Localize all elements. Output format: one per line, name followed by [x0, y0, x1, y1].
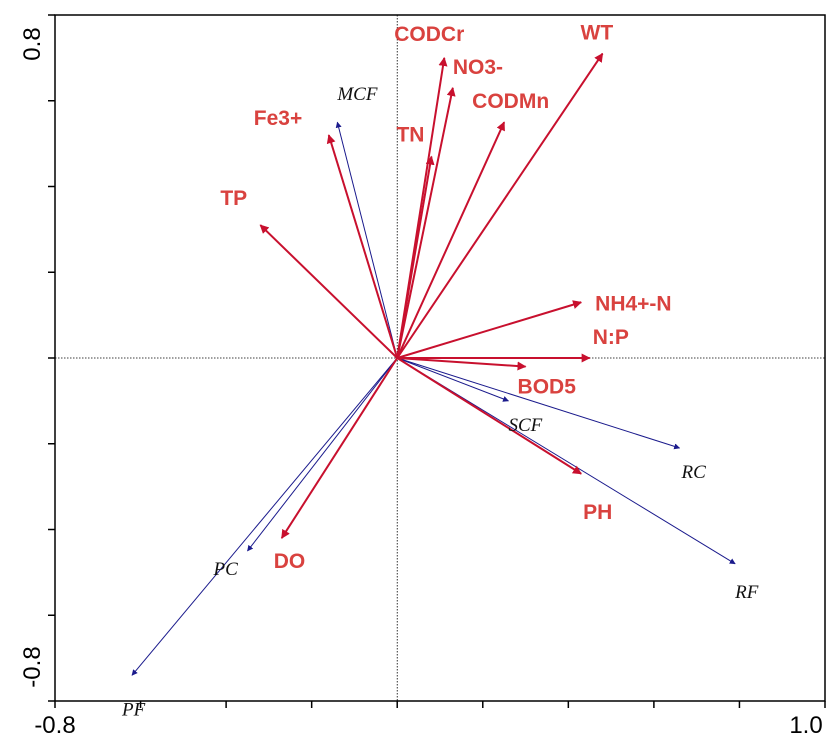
- env-label-tp: TP: [220, 187, 247, 210]
- env-arrow-codmn: [396, 121, 506, 359]
- env-arrow-tn: [396, 155, 435, 359]
- env-arrow-nh4-n: [396, 300, 583, 359]
- species-arrow-pf: [131, 357, 398, 676]
- env-label-fe3: Fe3+: [254, 107, 302, 130]
- arrow-labels: MCF SCF RC RF PC PF WT CODCr NO3- CODMn TN Fe3+ TP NH…: [121, 22, 759, 721]
- env-label-do: DO: [274, 550, 306, 573]
- species-label-rf: RF: [734, 582, 759, 603]
- env-arrow-wt: [396, 52, 604, 359]
- species-label-mcf: MCF: [336, 84, 378, 105]
- species-arrow-mcf: [335, 121, 398, 359]
- env-label-bod5: BOD5: [518, 376, 577, 399]
- env-arrow-no3: [396, 87, 456, 359]
- env-arrow-do: [280, 357, 399, 539]
- env-label-tn: TN: [396, 123, 424, 146]
- env-label-codcr: CODCr: [394, 23, 464, 46]
- env-label-n-p: N:P: [593, 326, 629, 349]
- env-arrow-ph: [396, 357, 582, 475]
- species-arrow-pc: [247, 357, 398, 552]
- x-tick-label-max: 1.0: [789, 712, 822, 739]
- x-tick-label-min: -0.8: [34, 712, 75, 739]
- environmental-arrows: [259, 52, 604, 539]
- species-label-rc: RC: [681, 462, 707, 483]
- species-arrow-rc: [397, 357, 681, 450]
- y-tick-label-max: 0.8: [19, 27, 46, 60]
- y-tick-label-min: -0.8: [19, 646, 46, 687]
- species-label-scf: SCF: [508, 415, 542, 436]
- env-label-no3: NO3-: [453, 56, 503, 79]
- species-arrow-scf: [397, 357, 510, 402]
- species-label-pf: PF: [121, 699, 146, 720]
- species-label-pc: PC: [213, 559, 239, 580]
- env-label-wt: WT: [581, 22, 614, 45]
- env-arrow-tp: [259, 224, 398, 359]
- env-label-ph: PH: [583, 501, 612, 524]
- env-label-codmn: CODMn: [472, 90, 549, 113]
- env-label-nh4-n: NH4+-N: [595, 292, 671, 315]
- env-arrow-bod5: [397, 357, 527, 371]
- axis-ticks: [48, 14, 826, 708]
- env-arrow-fe3: [326, 134, 399, 359]
